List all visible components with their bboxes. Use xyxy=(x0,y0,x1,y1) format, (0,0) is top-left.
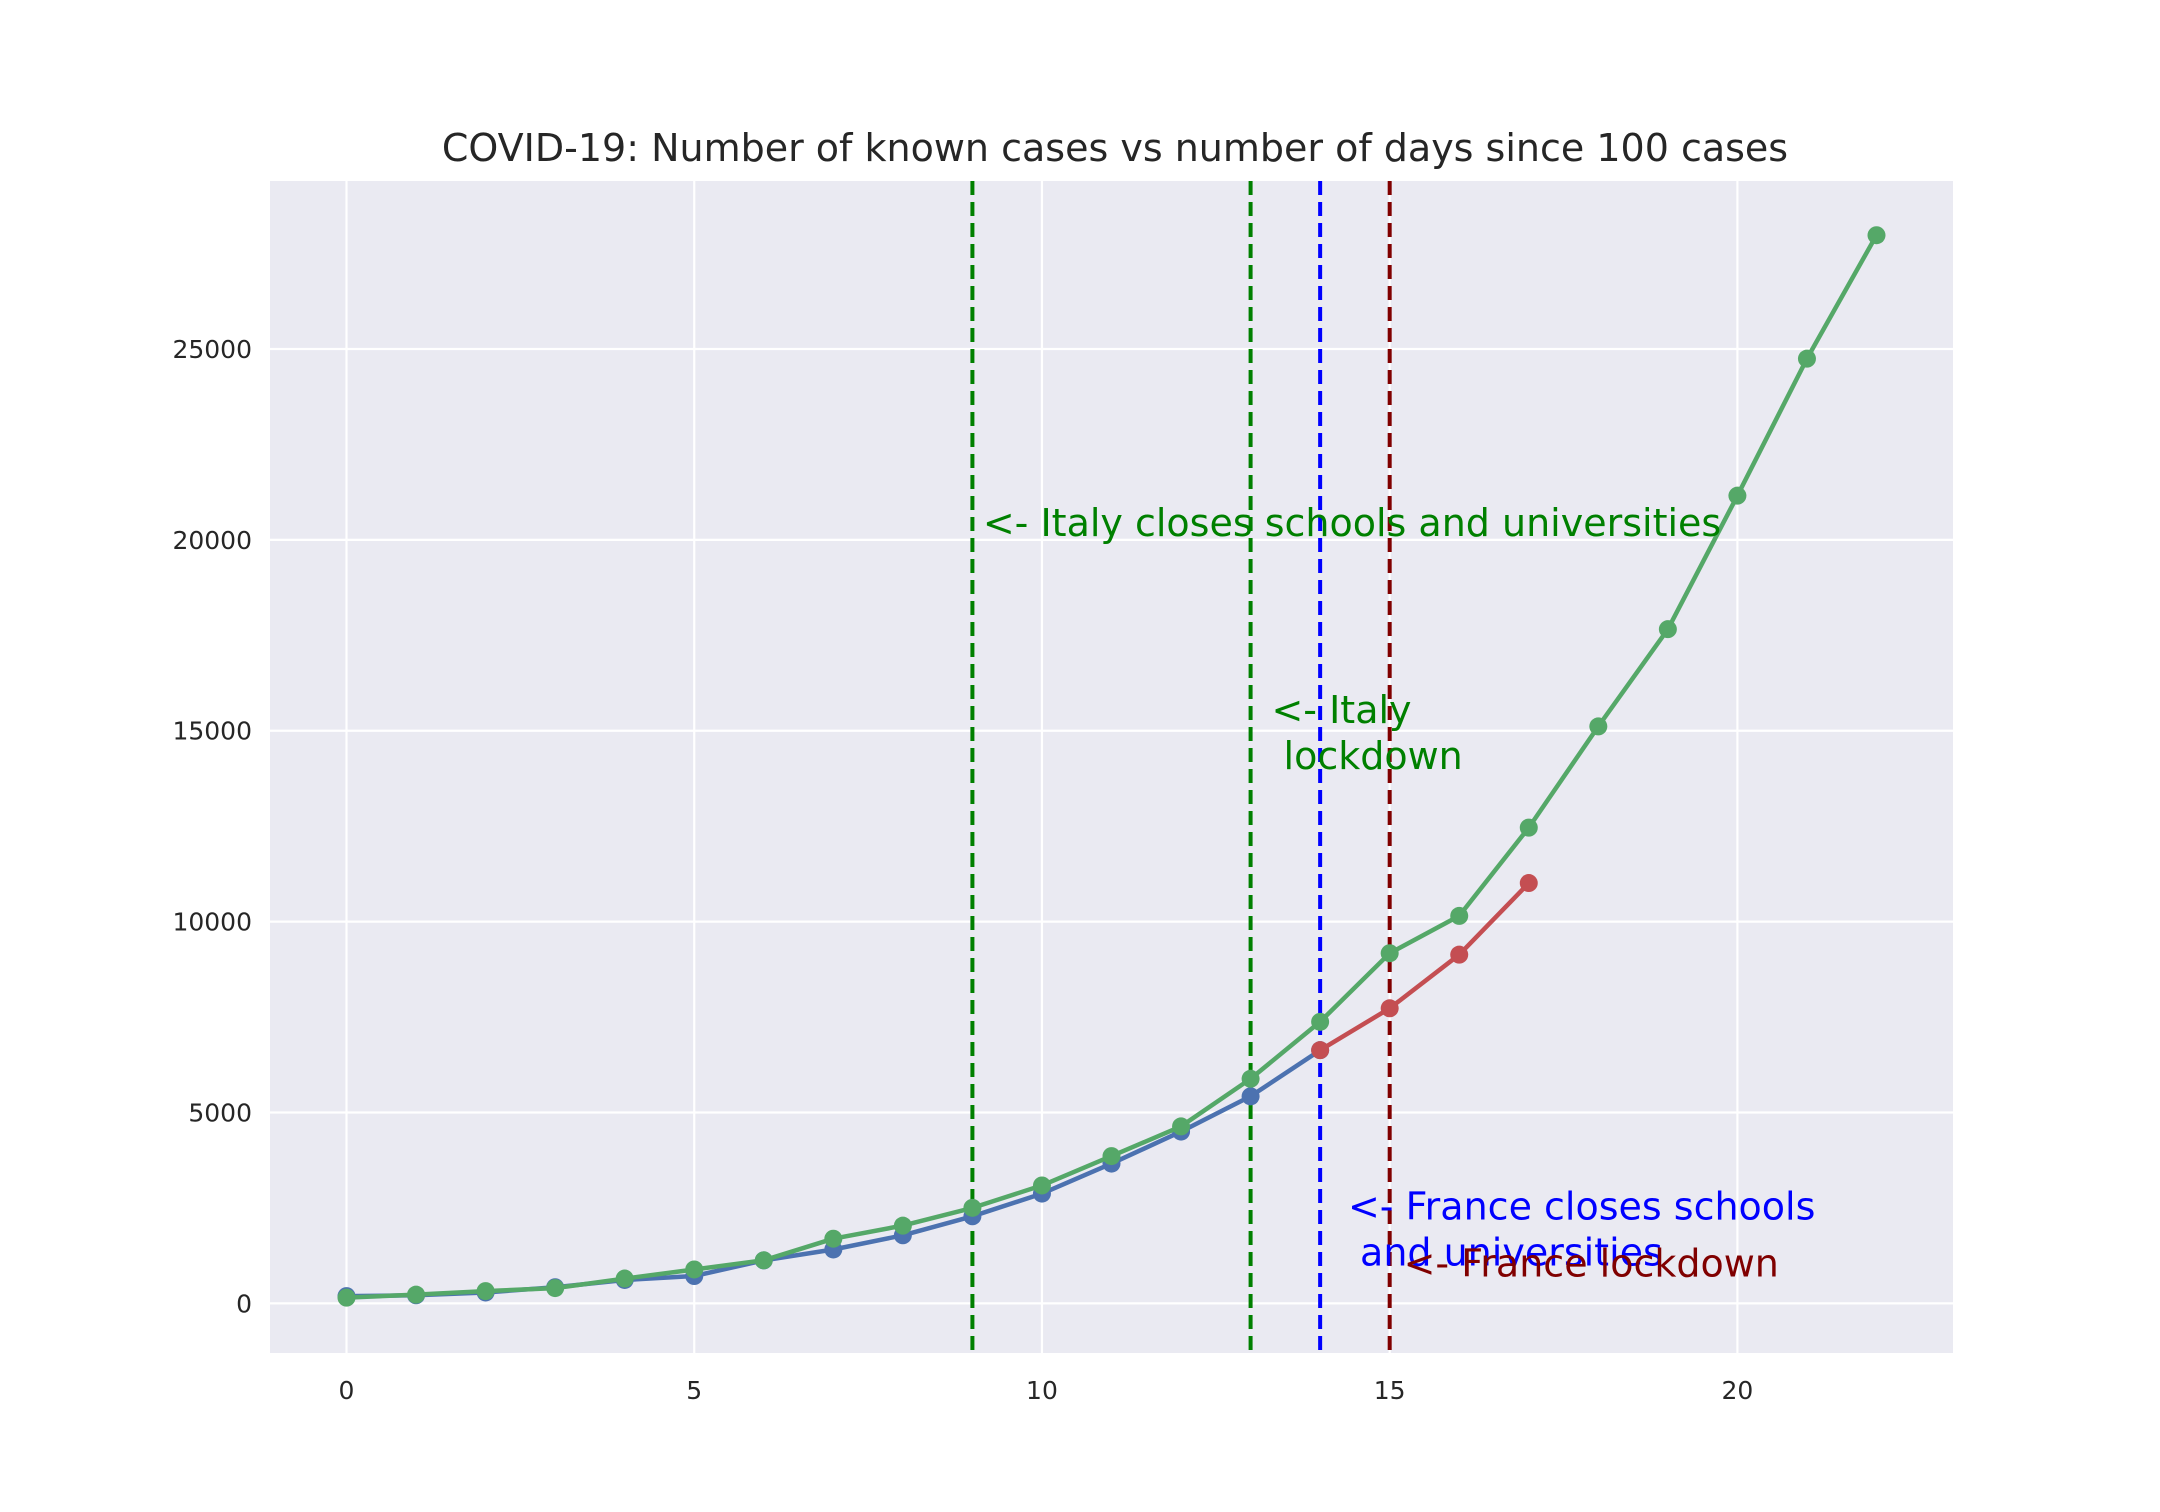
annotation-line: lockdown xyxy=(1271,734,1462,778)
data-point xyxy=(963,1198,982,1217)
annotation-line: <- France lockdown xyxy=(1404,1242,1779,1286)
x-tick-label: 5 xyxy=(686,1376,702,1405)
x-tick-label: 20 xyxy=(1722,1376,1754,1405)
y-tick-label: 15000 xyxy=(172,717,252,746)
data-point xyxy=(1797,349,1816,368)
x-tick-label: 10 xyxy=(1026,1376,1058,1405)
data-point xyxy=(1311,1041,1330,1060)
annotation-line: and universities xyxy=(1348,1230,1663,1274)
data-point xyxy=(1728,486,1747,505)
data-series xyxy=(337,226,1886,1307)
data-point xyxy=(337,1288,356,1307)
data-point xyxy=(893,1216,912,1235)
data-point xyxy=(1241,1069,1260,1088)
data-point xyxy=(824,1229,843,1248)
data-point xyxy=(615,1269,634,1288)
data-point xyxy=(1519,818,1538,837)
y-tick-label: 10000 xyxy=(172,908,252,937)
y-tick-label: 20000 xyxy=(172,526,252,555)
data-point xyxy=(1380,999,1399,1018)
x-tick-label: 15 xyxy=(1374,1376,1406,1405)
data-point xyxy=(1589,717,1608,736)
annotation-text: <- France closes schools and universitie… xyxy=(1348,1184,1815,1274)
grid-lines xyxy=(270,181,1953,1353)
data-point xyxy=(1867,226,1886,245)
annotation-text: <- Italy closes schools and universities xyxy=(983,501,1721,545)
y-tick-label: 0 xyxy=(236,1289,252,1318)
annotation-text: <- Italy lockdown xyxy=(1271,688,1462,778)
data-point xyxy=(1172,1117,1191,1136)
data-point xyxy=(407,1285,426,1304)
data-point xyxy=(1032,1176,1051,1195)
annotation-line: <- Italy xyxy=(1271,688,1411,732)
event-lines xyxy=(970,181,1392,1353)
annotation-line: <- France closes schools xyxy=(1348,1184,1815,1228)
annotation-line: <- Italy closes schools and universities xyxy=(983,501,1721,545)
data-point xyxy=(546,1279,565,1298)
x-axis-ticks: 0 5 10 15 20 xyxy=(339,1376,1754,1405)
data-point xyxy=(1450,906,1469,925)
plot-area xyxy=(270,181,1953,1353)
annotation-text: <- France lockdown xyxy=(1404,1242,1779,1286)
data-point xyxy=(1380,944,1399,963)
series-line xyxy=(1318,881,1531,1053)
data-point xyxy=(1658,620,1677,639)
y-tick-label: 5000 xyxy=(188,1098,252,1127)
x-tick-label: 0 xyxy=(339,1376,355,1405)
chart-title: COVID-19: Number of known cases vs numbe… xyxy=(442,126,1788,170)
data-point xyxy=(685,1260,704,1279)
data-point xyxy=(754,1251,773,1270)
data-point xyxy=(1311,1012,1330,1031)
annotations: <- Italy closes schools and universities… xyxy=(983,501,1816,1286)
data-point xyxy=(1102,1147,1121,1166)
data-point xyxy=(1450,945,1469,964)
data-point xyxy=(476,1282,495,1301)
y-tick-label: 25000 xyxy=(172,335,252,364)
data-point xyxy=(1519,874,1538,893)
data-point xyxy=(1241,1087,1260,1106)
y-axis-ticks: 0 5000 10000 15000 20000 25000 xyxy=(172,335,252,1318)
